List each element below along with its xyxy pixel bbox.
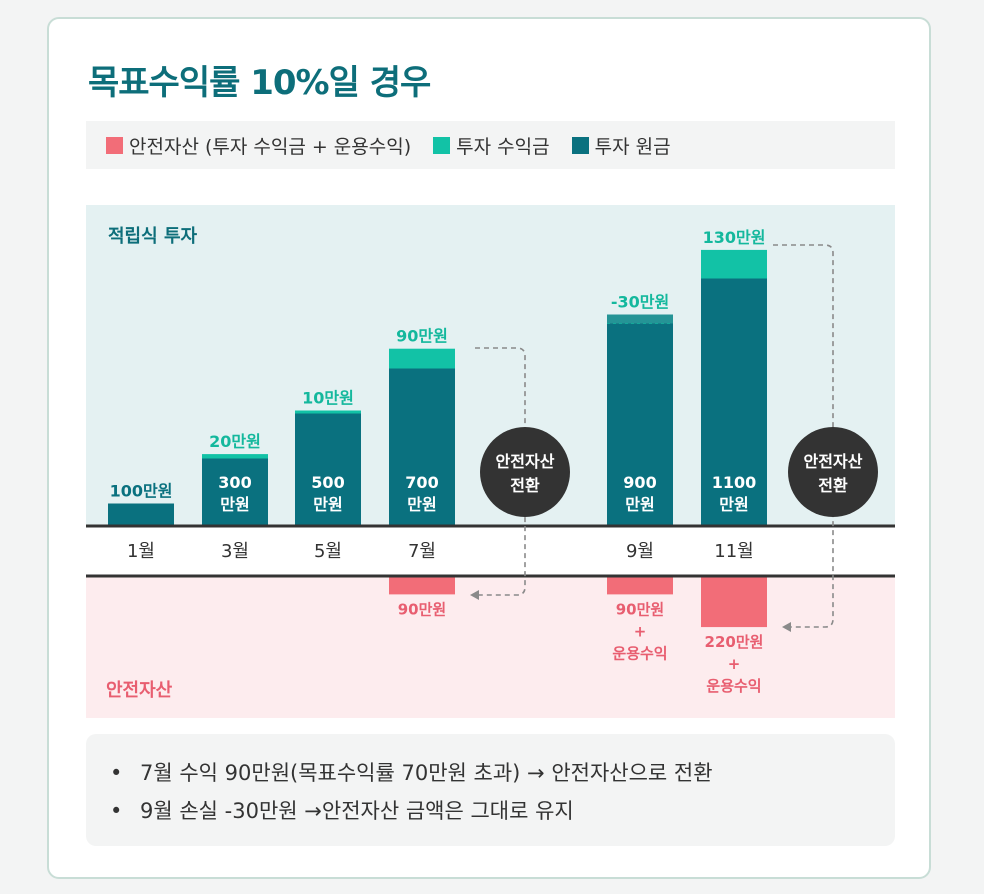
note-text: 7월 수익 90만원(목표수익률 70만원 초과) → 안전자산으로 전환: [140, 761, 713, 785]
region-label-invest: 적립식 투자: [108, 226, 198, 247]
safe-asset-label: 90만원: [398, 600, 446, 618]
bar-safe-asset: [701, 576, 767, 628]
legend-label: 안전자산 (투자 수익금 + 운용수익): [129, 135, 412, 158]
note-item: • 7월 수익 90만원(목표수익률 70만원 초과) → 안전자산으로 전환: [110, 754, 895, 792]
bar-profit: [295, 410, 361, 414]
bar-principal: [607, 323, 673, 526]
profit-label: 10만원: [302, 389, 354, 408]
profit-label: 20만원: [209, 432, 261, 451]
safe-asset-label: 90만원 + 운용수익: [612, 600, 667, 662]
legend: 안전자산 (투자 수익금 + 운용수익) 투자 수익금 투자 원금: [86, 121, 895, 169]
legend-item-principal: 투자 원금: [571, 132, 671, 159]
bar-safe-asset: [389, 576, 455, 595]
conversion-badge: [788, 427, 878, 517]
conversion-badge-label: 안전자산 전환: [804, 452, 863, 495]
bar-loss-overlay: [607, 314, 673, 324]
bar-safe-asset: [607, 576, 673, 595]
x-tick-label: 1월: [127, 541, 155, 562]
bar-loss: [607, 314, 673, 324]
bar-principal: [295, 413, 361, 526]
bar-profit: [389, 348, 455, 369]
bar-principal: [389, 368, 455, 526]
region-label-safe: 안전자산: [106, 680, 173, 701]
note-item: • 9월 손실 -30만원 →안전자산 금액은 그대로 유지: [110, 792, 895, 830]
legend-item-safe-asset: 안전자산 (투자 수익금 + 운용수익): [106, 132, 411, 159]
principal-label: 700 만원: [405, 473, 438, 514]
principal-label: 100만원: [110, 482, 173, 501]
x-tick-label: 5월: [314, 541, 342, 562]
conversion-badge-label: 안전자산 전환: [496, 452, 555, 495]
bar-principal: [108, 503, 174, 526]
profit-label: -30만원: [611, 293, 669, 312]
x-tick-label: 7월: [408, 541, 436, 562]
page-title: 목표수익률 10%일 경우: [88, 63, 431, 103]
principal-label: 500 만원: [311, 473, 344, 514]
arrow-left-icon: [470, 590, 479, 600]
square-swatch-icon: [571, 136, 589, 154]
principal-label: 300 만원: [218, 473, 251, 514]
x-tick-label: 11월: [714, 541, 753, 562]
profit-label: 130만원: [703, 228, 766, 247]
x-tick-label: 3월: [221, 541, 249, 562]
bar-principal: [701, 278, 767, 526]
x-tick-label: 9월: [626, 541, 654, 562]
square-swatch-icon: [433, 136, 451, 154]
principal-label: 1100 만원: [712, 473, 757, 514]
bar-profit: [701, 249, 767, 279]
legend-label: 투자 원금: [594, 135, 671, 158]
principal-label: 900 만원: [623, 473, 656, 514]
bar-principal: [202, 458, 268, 526]
conversion-badge: [480, 427, 570, 517]
note-text: 9월 손실 -30만원 →안전자산 금액은 그대로 유지: [140, 799, 574, 823]
arrow-left-icon: [782, 622, 791, 632]
safe-region-bg: [86, 576, 895, 718]
bullet-icon: •: [110, 761, 123, 785]
bar-profit: [202, 454, 268, 459]
bullet-icon: •: [110, 799, 123, 823]
square-swatch-icon: [106, 136, 123, 154]
safe-asset-label: 220만원 + 운용수익: [705, 633, 764, 695]
legend-item-profit: 투자 수익금: [433, 132, 550, 159]
notes-box: • 7월 수익 90만원(목표수익률 70만원 초과) → 안전자산으로 전환 …: [86, 734, 895, 846]
profit-label: 90만원: [396, 327, 448, 346]
legend-label: 투자 수익금: [456, 135, 550, 158]
